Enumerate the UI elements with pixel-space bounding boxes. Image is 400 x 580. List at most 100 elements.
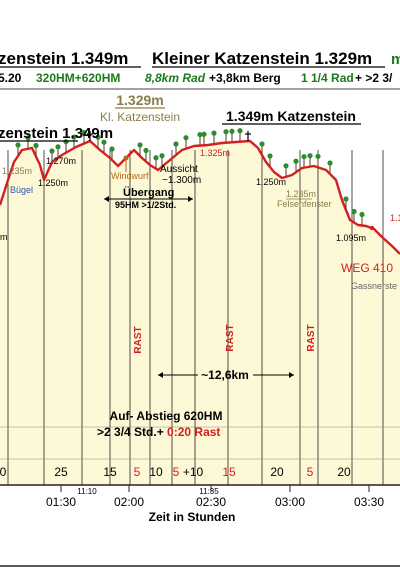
x-tick-label: 02:30 xyxy=(196,495,226,509)
x-tick-label: 03:00 xyxy=(275,495,305,509)
tree-icon xyxy=(81,129,87,136)
row2-item: +3,8km Berg xyxy=(209,71,281,85)
peak-label-kl-sub: Kl. Katzenstein xyxy=(100,110,180,124)
label-uebergang: Übergang xyxy=(123,186,174,199)
segment-minutes-label: 0 xyxy=(0,465,7,479)
weg-marker-icon xyxy=(369,225,375,231)
header: zenstein 1.349m Kleiner Katzenstein 1.32… xyxy=(0,49,400,90)
tree-icon xyxy=(359,211,365,218)
label-uebergang-detail: 95HM >1/2Std. xyxy=(115,200,176,210)
rast-summary-time: >2 3/4 Std.+ xyxy=(97,425,164,439)
tick-1110: 11:10 xyxy=(77,487,97,496)
tree-icon xyxy=(351,208,357,215)
tree-icon xyxy=(159,153,165,159)
label-weg: WEG 410 xyxy=(341,261,393,275)
tree-icon xyxy=(211,130,217,136)
tree-icon xyxy=(315,153,321,159)
tree-icon xyxy=(197,131,203,138)
x-axis-label: Zeit in Stunden xyxy=(149,510,236,524)
tree-icon xyxy=(327,160,333,166)
tree-icon xyxy=(259,141,265,147)
label-bugel: Bügel xyxy=(10,185,33,195)
rast-labels: RAST RAST RAST xyxy=(133,324,317,353)
elevation-label: 1.235m xyxy=(286,189,316,199)
tree-icon xyxy=(293,158,299,164)
segment-minutes-label: 25 xyxy=(54,465,68,479)
tree-icon xyxy=(201,131,207,137)
segment-minutes-label: 15 xyxy=(222,465,236,479)
tree-icon xyxy=(183,135,189,141)
peak-label-kl: 1.329m xyxy=(116,92,163,108)
rast-label: RAST xyxy=(225,324,236,351)
tree-icon xyxy=(307,153,313,159)
header-row2: 5.20 320HM+620HM 8,8km Rad +3,8km Berg 1… xyxy=(0,71,393,85)
header-title-left: zenstein 1.349m xyxy=(0,49,128,68)
tree-icon xyxy=(33,142,39,149)
peak-label-right: 1.349m Katzenstein xyxy=(226,108,356,124)
elevation-label: 1.250m xyxy=(256,177,286,187)
tree-icon xyxy=(343,196,349,202)
label-gassner: Gassnerste xyxy=(351,281,397,291)
tree-icon xyxy=(173,141,179,147)
label-windwurf: Windwurf xyxy=(111,171,149,181)
tree-icon xyxy=(95,134,101,140)
tree-icon xyxy=(301,154,307,160)
tree-icon xyxy=(109,146,115,152)
elevation-label: 1.250m xyxy=(38,178,68,188)
rast-label: RAST xyxy=(133,326,144,353)
x-tick-label: 03:30 xyxy=(354,495,384,509)
segment-minutes-label: +10 xyxy=(183,465,204,479)
plot-area: 1.235m1.270m1.250m1.325m1.250m1.235m1.09… xyxy=(0,128,400,509)
header-title-right: m xyxy=(391,51,400,68)
label-distance: ~12,6km xyxy=(201,368,249,382)
segment-minutes-label: 20 xyxy=(337,465,351,479)
segment-minutes-label: 20 xyxy=(270,465,284,479)
segment-minutes-label: 15 xyxy=(103,465,117,479)
elevation-label: 1.1 xyxy=(390,213,400,223)
tick-1135: 11:35 xyxy=(199,487,219,496)
x-tick-label: 01:30 xyxy=(46,495,76,509)
elevation-label: 1.325m xyxy=(200,148,230,158)
elevation-label: 1.235m xyxy=(2,166,32,176)
tree-icon xyxy=(71,134,77,140)
segment-minutes-label: 5 xyxy=(173,465,180,479)
tree-icon xyxy=(267,153,273,159)
label-felsenfenster: Felsenfenster xyxy=(277,199,332,209)
tree-icon xyxy=(223,129,229,135)
tree-icon xyxy=(55,144,61,150)
label-aussicht: Aussicht xyxy=(160,164,198,175)
segment-minutes-label: 5 xyxy=(134,465,141,479)
tree-icon xyxy=(237,128,243,134)
segment-minutes-label: 5 xyxy=(307,465,314,479)
profile-line xyxy=(0,139,400,255)
annotations: Bügel Windwurf Aussicht ~1.300m Übergang… xyxy=(10,164,397,524)
tree-icon xyxy=(153,155,159,161)
row2-item: 320HM+620HM xyxy=(36,71,120,85)
row2-item: 8,8km Rad xyxy=(145,71,206,85)
elevation-label: 1.270m xyxy=(46,156,76,166)
peak-labels: zenstein 1.349m 1.329m Kl. Katzenstein 1… xyxy=(0,92,361,142)
row2-item: 1 1/4 Rad xyxy=(301,71,354,85)
segment-minutes-label: 10 xyxy=(149,465,163,479)
x-tick-label: 02:00 xyxy=(114,495,144,509)
header-title-mid: Kleiner Katzenstein 1.329m xyxy=(152,49,372,68)
tree-icon xyxy=(15,142,21,148)
elevation-label: 1.095m xyxy=(336,233,366,243)
row2-item: + >2 3/ xyxy=(355,71,393,85)
peak-label-left: zenstein 1.349m xyxy=(0,125,113,142)
tree-icon xyxy=(143,147,149,154)
rast-label: RAST xyxy=(306,324,317,351)
row2-item: 5.20 xyxy=(0,71,22,85)
tree-icon xyxy=(283,163,289,169)
elevation-label: m xyxy=(0,232,8,242)
tree-icon xyxy=(25,135,31,141)
rast-summary-rest: 0:20 Rast xyxy=(167,425,220,439)
tree-icon xyxy=(137,142,143,148)
label-rast-summary: >2 3/4 Std.+ 0:20 Rast xyxy=(97,425,220,439)
tree-icon xyxy=(229,128,235,134)
label-aussicht-height: ~1.300m xyxy=(162,175,201,186)
label-auf-abstieg: Auf- Abstieg 620HM xyxy=(110,409,223,423)
tree-icon xyxy=(49,148,55,154)
